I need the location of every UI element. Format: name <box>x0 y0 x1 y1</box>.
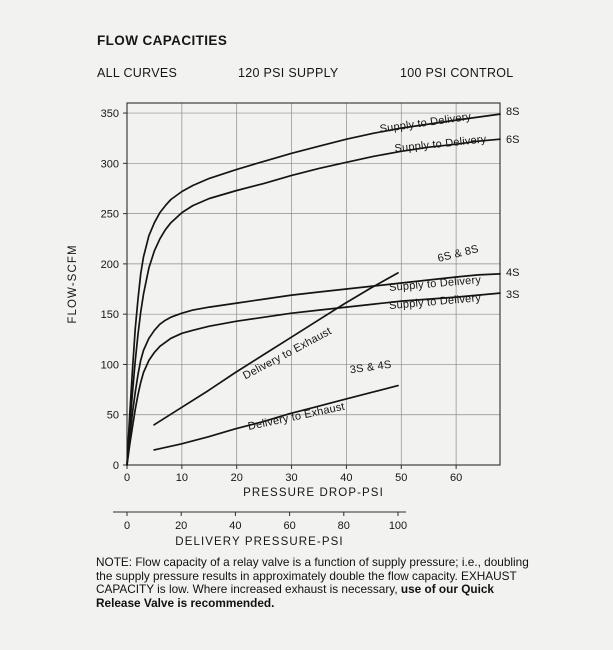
secondary-tick-label: 0 <box>124 520 130 532</box>
x-tick-label: 10 <box>176 472 188 484</box>
secondary-tick-label: 80 <box>338 520 350 532</box>
y-tick-label: 0 <box>113 460 119 472</box>
curve-label: Delivery to Exhaust <box>241 325 334 382</box>
curve-label: Delivery to Exhaust <box>247 401 346 433</box>
curve-3S <box>126 292 501 466</box>
secondary-axis-label: DELIVERY PRESSURE-PSI <box>175 536 343 548</box>
curve-size-label-6S: 6S <box>506 134 519 146</box>
y-axis-label: FLOW-SCFM <box>67 244 79 323</box>
note-bold-text: use of our Quick Release Valve is recomm… <box>96 582 494 610</box>
curve-label: Supply to Delivery <box>389 274 482 294</box>
y-tick-label: 50 <box>107 410 119 422</box>
secondary-tick-label: 40 <box>229 520 241 532</box>
curve-exhaust-6s-8s <box>153 272 399 426</box>
x-tick-label: 40 <box>340 472 352 484</box>
x-axis-label: PRESSURE DROP-PSI <box>243 487 384 499</box>
curve-label: Supply to Delivery <box>379 111 472 136</box>
y-tick-label: 150 <box>101 309 119 321</box>
y-tick-label: 300 <box>101 158 119 170</box>
y-tick-label: 100 <box>101 359 119 371</box>
x-tick-label: 60 <box>450 472 462 484</box>
curve-exhaust-3s-4s <box>153 384 399 451</box>
x-tick-label: 50 <box>395 472 407 484</box>
secondary-tick-label: 20 <box>175 520 187 532</box>
curve-6S <box>126 138 501 466</box>
curve-label: 3S & 4S <box>349 359 392 377</box>
secondary-tick-label: 100 <box>389 520 407 532</box>
flow-capacity-chart: 0 10 20 30 40 50 60050100150200250300350PRESSU… <box>67 102 519 548</box>
note-text: NOTE: Flow capacity of a relay valve is … <box>96 555 529 597</box>
condition-supply-pressure: 120 PSI SUPPLY <box>238 66 339 80</box>
curve-size-label-3S: 3S <box>506 289 519 301</box>
page-title: FLOW CAPACITIES <box>97 33 228 48</box>
x-tick-label: 20 <box>231 472 243 484</box>
y-tick-label: 250 <box>101 209 119 221</box>
x-tick-label: 30 <box>285 472 297 484</box>
condition-control-pressure: 100 PSI CONTROL <box>400 66 514 80</box>
curve-label: 6S & 8S <box>436 243 479 265</box>
note: NOTE: Flow capacity of a relay valve is … <box>96 555 539 610</box>
x-tick-label: 0 <box>124 472 130 484</box>
curve-label: Supply to Delivery <box>389 292 482 312</box>
curve-size-label-8S: 8S <box>506 106 519 118</box>
curve-label: Supply to Delivery <box>394 133 487 155</box>
plot-frame <box>126 102 501 466</box>
curve-8S <box>126 113 501 466</box>
condition-all-curves: ALL CURVES <box>97 66 178 80</box>
curve-4S <box>126 273 501 466</box>
curve-size-label-4S: 4S <box>506 267 519 279</box>
secondary-tick-label: 60 <box>283 520 295 532</box>
y-tick-label: 350 <box>101 108 119 120</box>
y-tick-label: 200 <box>101 259 119 271</box>
